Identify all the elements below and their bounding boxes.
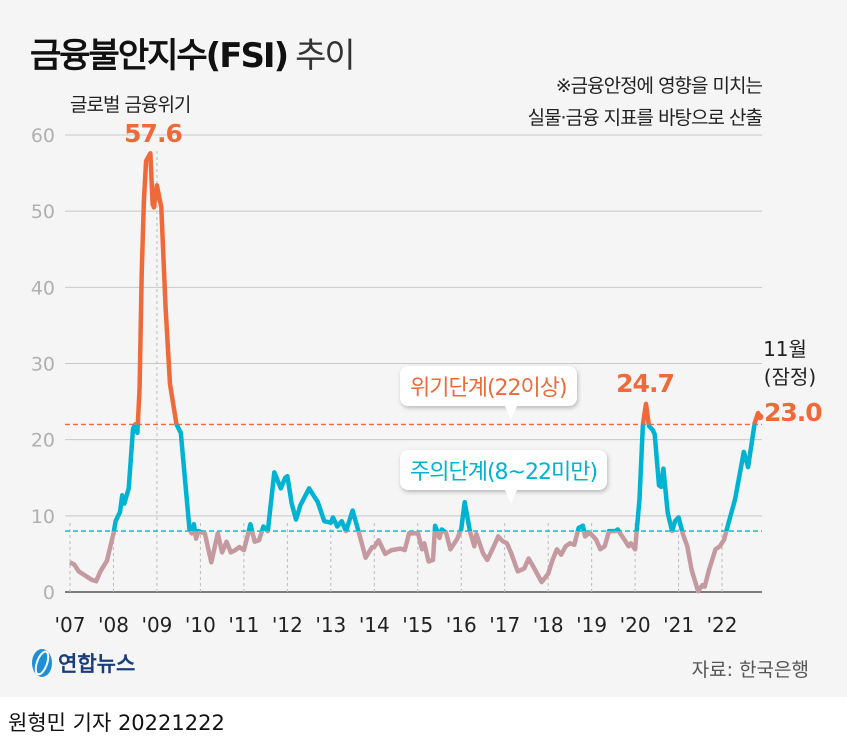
y-tick-label: 10 bbox=[31, 506, 55, 528]
fsi-series-line-crisis bbox=[132, 151, 762, 425]
latest-point-marker bbox=[756, 413, 764, 421]
x-tick-label: '15 bbox=[402, 613, 433, 637]
callout-crisis-threshold: 위기단계(22이상) bbox=[400, 366, 577, 420]
globe-logo-icon bbox=[32, 649, 52, 677]
fsi-series-line-caution bbox=[111, 424, 757, 532]
annotation-label: 24.7 bbox=[616, 369, 674, 398]
fsi-series-line-normal bbox=[68, 531, 729, 594]
x-tick-label: '14 bbox=[359, 613, 390, 637]
callout-caution-threshold: 주의단계(8~22미만) bbox=[400, 450, 608, 504]
x-tick-label: '17 bbox=[489, 613, 520, 637]
yonhap-logo: 연합뉴스 bbox=[30, 648, 135, 678]
x-tick-label: '10 bbox=[185, 613, 216, 637]
x-tick-label: '18 bbox=[533, 613, 564, 637]
source-label: 자료: 한국은행 bbox=[691, 659, 809, 681]
x-tick-label: '16 bbox=[446, 613, 477, 637]
byline: 원형민 기자 20221222 bbox=[8, 711, 225, 735]
x-tick-label: '19 bbox=[576, 613, 607, 637]
fsi-line-chart: 0 10 20 30 40 50 60 '07 '08 '09 '10 '11 '12 '13 '14 '15… bbox=[31, 119, 823, 637]
logo-text: 연합뉴스 bbox=[58, 652, 136, 676]
x-tick-label: '22 bbox=[707, 613, 738, 637]
annotation-label: 23.0 bbox=[764, 398, 822, 427]
x-tick-label: '20 bbox=[620, 613, 651, 637]
page-title: 금융불안지수(FSI) 추이 bbox=[30, 28, 356, 77]
title-main: 금융불안지수(FSI) bbox=[30, 36, 289, 76]
annotation-label: 57.6 bbox=[124, 119, 182, 148]
x-tick-label: '08 bbox=[98, 613, 129, 637]
annotation-label: (잠정) bbox=[764, 365, 816, 389]
y-tick-label: 50 bbox=[31, 201, 55, 223]
annotation-label: 11월 bbox=[763, 337, 807, 361]
x-tick-label: '11 bbox=[228, 613, 259, 637]
y-tick-label: 30 bbox=[31, 354, 55, 376]
x-tick-label: '21 bbox=[663, 613, 694, 637]
x-tick-label: '09 bbox=[141, 613, 172, 637]
x-tick-label: '12 bbox=[272, 613, 303, 637]
y-tick-label: 20 bbox=[31, 430, 55, 452]
y-tick-label: 40 bbox=[31, 277, 55, 299]
title-suffix: 추이 bbox=[295, 36, 356, 76]
x-tick-label: '07 bbox=[55, 613, 86, 637]
y-tick-label: 0 bbox=[43, 582, 55, 604]
note-line-2: 실물·금융 지표를 바탕으로 산출 bbox=[527, 107, 763, 129]
annotation-global-crisis: 글로벌 금융위기 bbox=[70, 94, 191, 116]
note-line-1: ※금융안정에 영향을 미치는 bbox=[555, 75, 763, 97]
y-tick-label: 60 bbox=[31, 125, 55, 147]
x-tick-label: '13 bbox=[315, 613, 346, 637]
